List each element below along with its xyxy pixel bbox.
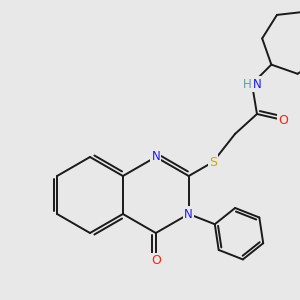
Text: N: N <box>152 151 160 164</box>
Text: O: O <box>151 254 161 268</box>
Text: N: N <box>253 77 261 91</box>
Text: S: S <box>209 155 217 169</box>
Text: O: O <box>278 113 288 127</box>
Text: N: N <box>184 208 193 220</box>
Text: H: H <box>243 77 251 91</box>
